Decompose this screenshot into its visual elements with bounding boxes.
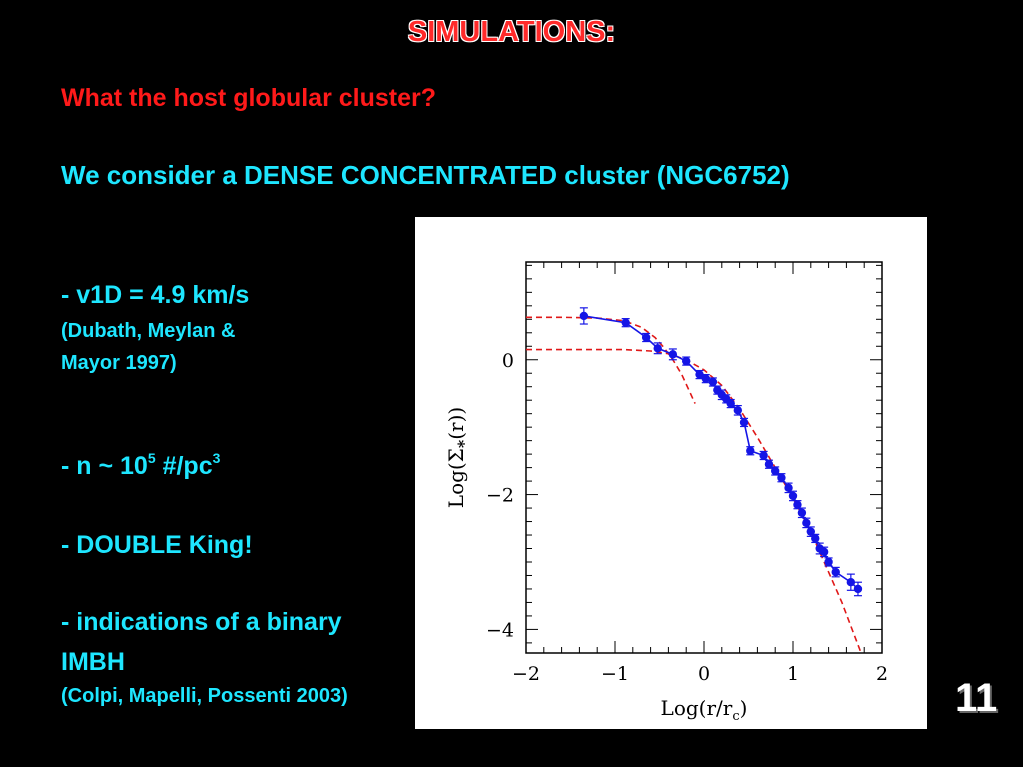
double-king-text: - DOUBLE King! bbox=[61, 531, 253, 559]
data-point bbox=[771, 466, 780, 476]
data-point bbox=[621, 318, 630, 327]
data-point bbox=[746, 446, 755, 455]
x-tick-label: −1 bbox=[601, 663, 629, 685]
x-tick-label: 1 bbox=[787, 663, 799, 685]
data-point bbox=[811, 534, 820, 543]
binary-line2: IMBH bbox=[61, 648, 125, 676]
question-text: What the host globular cluster? bbox=[61, 84, 437, 112]
y-tick-label: −2 bbox=[486, 485, 514, 507]
chart-panel: −2 −1 0 1 2 −4 −2 0 Log(r/rc) Log(Σ*(r)) bbox=[415, 217, 927, 729]
x-tick-label: 0 bbox=[698, 663, 710, 685]
v1d-text: - v1D = 4.9 km/s bbox=[61, 281, 250, 309]
density-unit-exponent: 3 bbox=[212, 450, 221, 466]
binary-line1: - indications of a binary bbox=[61, 608, 342, 636]
data-point bbox=[668, 350, 678, 359]
density-profile-chart: −2 −1 0 1 2 −4 −2 0 Log(r/rc) Log(Σ*(r)) bbox=[444, 261, 888, 724]
data-point bbox=[777, 473, 786, 482]
king-model-curve-2 bbox=[526, 348, 862, 653]
v1d-ref-line2: Mayor 1997) bbox=[61, 352, 177, 374]
consider-text: We consider a DENSE CONCENTRATED cluster… bbox=[61, 160, 790, 190]
data-point bbox=[739, 418, 749, 427]
data-point bbox=[831, 567, 840, 577]
x-tick-label: 2 bbox=[876, 663, 888, 685]
data-point bbox=[846, 578, 856, 587]
data-point bbox=[641, 333, 651, 342]
density-unit: #/pc bbox=[155, 452, 213, 480]
data-point bbox=[797, 508, 807, 517]
data-point bbox=[653, 344, 662, 353]
v1d-ref-line1: (Dubath, Meylan & bbox=[61, 320, 236, 342]
data-point bbox=[824, 557, 833, 567]
king-model-curve-1 bbox=[526, 316, 696, 404]
data-point bbox=[682, 356, 691, 366]
density-prefix: - n ~ 10 bbox=[61, 452, 148, 480]
x-tick-label: −2 bbox=[512, 663, 540, 685]
data-point bbox=[819, 547, 829, 557]
data-point bbox=[764, 460, 774, 469]
y-axis-label: Log(Σ*(r)) bbox=[444, 407, 473, 508]
data-point bbox=[788, 491, 798, 501]
data-point bbox=[708, 377, 718, 387]
data-point bbox=[853, 584, 863, 594]
slide-number: 11 bbox=[955, 676, 998, 720]
density-exponent: 5 bbox=[147, 450, 156, 466]
plot-frame bbox=[525, 261, 883, 654]
density-text: - n ~ 105 #/pc3 bbox=[61, 450, 221, 481]
y-tick-label: −4 bbox=[486, 619, 514, 641]
data-point bbox=[726, 399, 735, 408]
slide-title: SIMULATIONS: bbox=[407, 16, 616, 48]
data-point bbox=[784, 483, 793, 493]
data-point bbox=[695, 370, 704, 379]
x-axis-label: Log(r/rc) bbox=[661, 696, 748, 724]
data-point bbox=[759, 451, 768, 460]
y-tick-label: 0 bbox=[502, 350, 514, 372]
binary-ref: (Colpi, Mapelli, Possenti 2003) bbox=[61, 685, 348, 707]
data-point bbox=[793, 500, 802, 509]
data-point bbox=[733, 406, 743, 415]
data-point bbox=[579, 311, 589, 321]
data-point bbox=[701, 374, 710, 383]
data-point bbox=[802, 518, 811, 528]
